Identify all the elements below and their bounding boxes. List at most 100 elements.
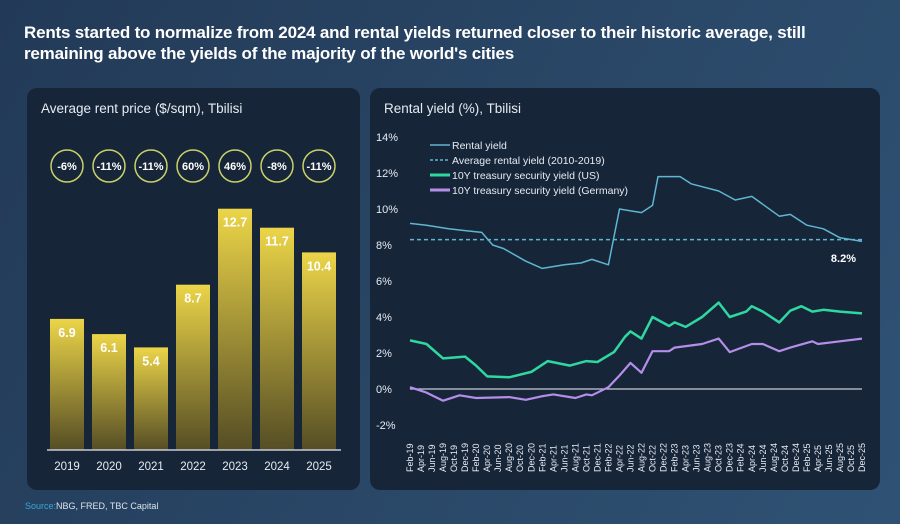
bar-value-label: 6.1 <box>100 341 117 355</box>
x-tick-label: Apr-25 <box>813 445 823 472</box>
x-tick-label: Dec-24 <box>791 443 801 472</box>
rental-yield-panel: Rental yield (%), Tbilisi -2% 0% 2% 4% 6% 8% 1… <box>370 88 880 490</box>
x-tick-label: Apr-21 <box>548 445 558 472</box>
bar-2024 <box>260 227 294 450</box>
x-tick-label: 2021 <box>138 461 164 473</box>
x-tick-label: Oct-21 <box>581 445 591 472</box>
y-tick-label: 6% <box>376 276 392 288</box>
x-tick-label: Aug-23 <box>703 443 713 472</box>
series-line-2 <box>409 301 863 379</box>
x-tick-label: Oct-20 <box>515 445 525 472</box>
change-badge-label: 60% <box>182 161 204 173</box>
x-tick-label: Aug-22 <box>637 443 647 472</box>
x-tick-label: Aug-24 <box>769 443 779 472</box>
bar-value-label: 11.7 <box>265 235 289 249</box>
x-tick-label: Jun-19 <box>427 444 437 472</box>
series-line-3 <box>409 337 863 402</box>
end-value-label: 8.2% <box>831 253 856 265</box>
x-tick-label: Apr-24 <box>747 445 757 472</box>
bar-2020 <box>92 334 126 450</box>
x-tick-label: Feb-23 <box>670 443 680 472</box>
bar-2025 <box>302 252 336 450</box>
x-tick-label: Feb-22 <box>603 443 613 472</box>
x-tick-label: Feb-20 <box>471 443 481 472</box>
y-tick-label: -2% <box>376 420 396 432</box>
x-tick-label: Jun-24 <box>758 444 768 472</box>
legend-label: Average rental yield (2010-2019) <box>452 155 605 167</box>
change-badge-ring <box>302 149 336 183</box>
legend-label: 10Y treasury security yield (Germany) <box>452 185 628 197</box>
change-badge-ring <box>176 149 210 183</box>
change-badge-label: -6% <box>57 161 77 173</box>
x-tick-label: 2019 <box>54 461 80 473</box>
source-note: Source:NBG, FRED, TBC Capital <box>25 501 158 511</box>
x-tick-label: Apr-19 <box>416 445 426 472</box>
bar-value-label: 10.4 <box>307 259 331 273</box>
rent-bar-chart: 6.9 2019 -6% 6.1 2020 -11% 5.4 2021 -11% 8.7 2022 6… <box>47 149 341 473</box>
y-tick-label: 8% <box>376 240 392 252</box>
x-tick-label: Feb-21 <box>537 443 547 472</box>
x-tick-label: Oct-25 <box>846 445 856 472</box>
x-tick-label: 2020 <box>96 461 122 473</box>
y-tick-label: 0% <box>376 384 392 396</box>
legend-label: 10Y treasury security yield (US) <box>452 170 599 182</box>
bar-value-label: 12.7 <box>223 216 247 230</box>
x-tick-label: Aug-19 <box>438 443 448 472</box>
bar-value-label: 6.9 <box>58 326 75 340</box>
x-tick-label: Oct-23 <box>714 445 724 472</box>
x-tick-label: Dec-19 <box>460 443 470 472</box>
bar-2019 <box>50 318 84 450</box>
x-tick-label: Jun-25 <box>824 444 834 472</box>
change-badge-label: -8% <box>267 161 287 173</box>
x-tick-label: Jun-23 <box>692 444 702 472</box>
change-badge-label: -11% <box>96 161 121 173</box>
y-tick-label: 14% <box>376 132 398 144</box>
source-label: Source: <box>25 501 57 511</box>
x-tick-label: Apr-23 <box>681 445 691 472</box>
yield-chart-title: Rental yield (%), Tbilisi <box>384 101 522 116</box>
x-tick-label: Jun-20 <box>493 444 503 472</box>
x-tick-label: Dec-21 <box>592 443 602 472</box>
series-line-0 <box>409 175 863 270</box>
rental-yield-line-chart: -2% 0% 2% 4% 6% 8% 10% 12% 14% Feb-19 Apr-19 Jun-19… <box>376 132 867 472</box>
x-tick-label: Dec-23 <box>725 443 735 472</box>
page-title: Rents started to normalize from 2024 and… <box>24 23 806 63</box>
change-badge-ring <box>92 149 126 183</box>
x-tick-label: Dec-20 <box>526 443 536 472</box>
change-badge-ring <box>260 149 294 183</box>
x-tick-label: Aug-25 <box>835 443 845 472</box>
bar-2021 <box>134 347 168 450</box>
change-badge-label: -11% <box>306 161 331 173</box>
change-badge-label: -11% <box>138 161 163 173</box>
bar-2022 <box>176 284 210 450</box>
bar-value-label: 8.7 <box>184 292 201 306</box>
y-tick-label: 2% <box>376 348 392 360</box>
source-text: NBG, FRED, TBC Capital <box>56 501 159 511</box>
y-tick-label: 10% <box>376 204 398 216</box>
x-tick-label: Dec-25 <box>857 443 867 472</box>
bar-value-label: 5.4 <box>142 354 159 368</box>
change-badge-label: 46% <box>224 161 246 173</box>
x-tick-label: Aug-20 <box>504 443 514 472</box>
bar-2023 <box>218 208 252 450</box>
x-tick-label: Jun-22 <box>625 444 635 472</box>
x-tick-label: Feb-19 <box>405 443 415 472</box>
x-tick-label: Jun-21 <box>559 444 569 472</box>
legend-label: Rental yield <box>452 140 507 152</box>
y-tick-label: 4% <box>376 312 392 324</box>
x-tick-label: Apr-22 <box>614 445 624 472</box>
change-badge-ring <box>134 149 168 183</box>
rent-chart-title: Average rent price ($/sqm), Tbilisi <box>41 101 243 116</box>
x-tick-label: 2024 <box>264 461 290 473</box>
x-tick-label: Feb-24 <box>736 443 746 472</box>
x-tick-label: Oct-22 <box>648 445 658 472</box>
y-tick-label: 12% <box>376 168 398 180</box>
x-tick-label: Oct-24 <box>780 445 790 472</box>
x-tick-label: Aug-21 <box>570 443 580 472</box>
rent-price-panel: Average rent price ($/sqm), Tbilisi 6.9 2… <box>27 88 360 490</box>
change-badge-ring <box>50 149 84 183</box>
x-tick-label: 2023 <box>222 461 248 473</box>
change-badge-ring <box>218 149 252 183</box>
x-tick-label: Feb-25 <box>802 443 812 472</box>
x-tick-label: Oct-19 <box>449 445 459 472</box>
